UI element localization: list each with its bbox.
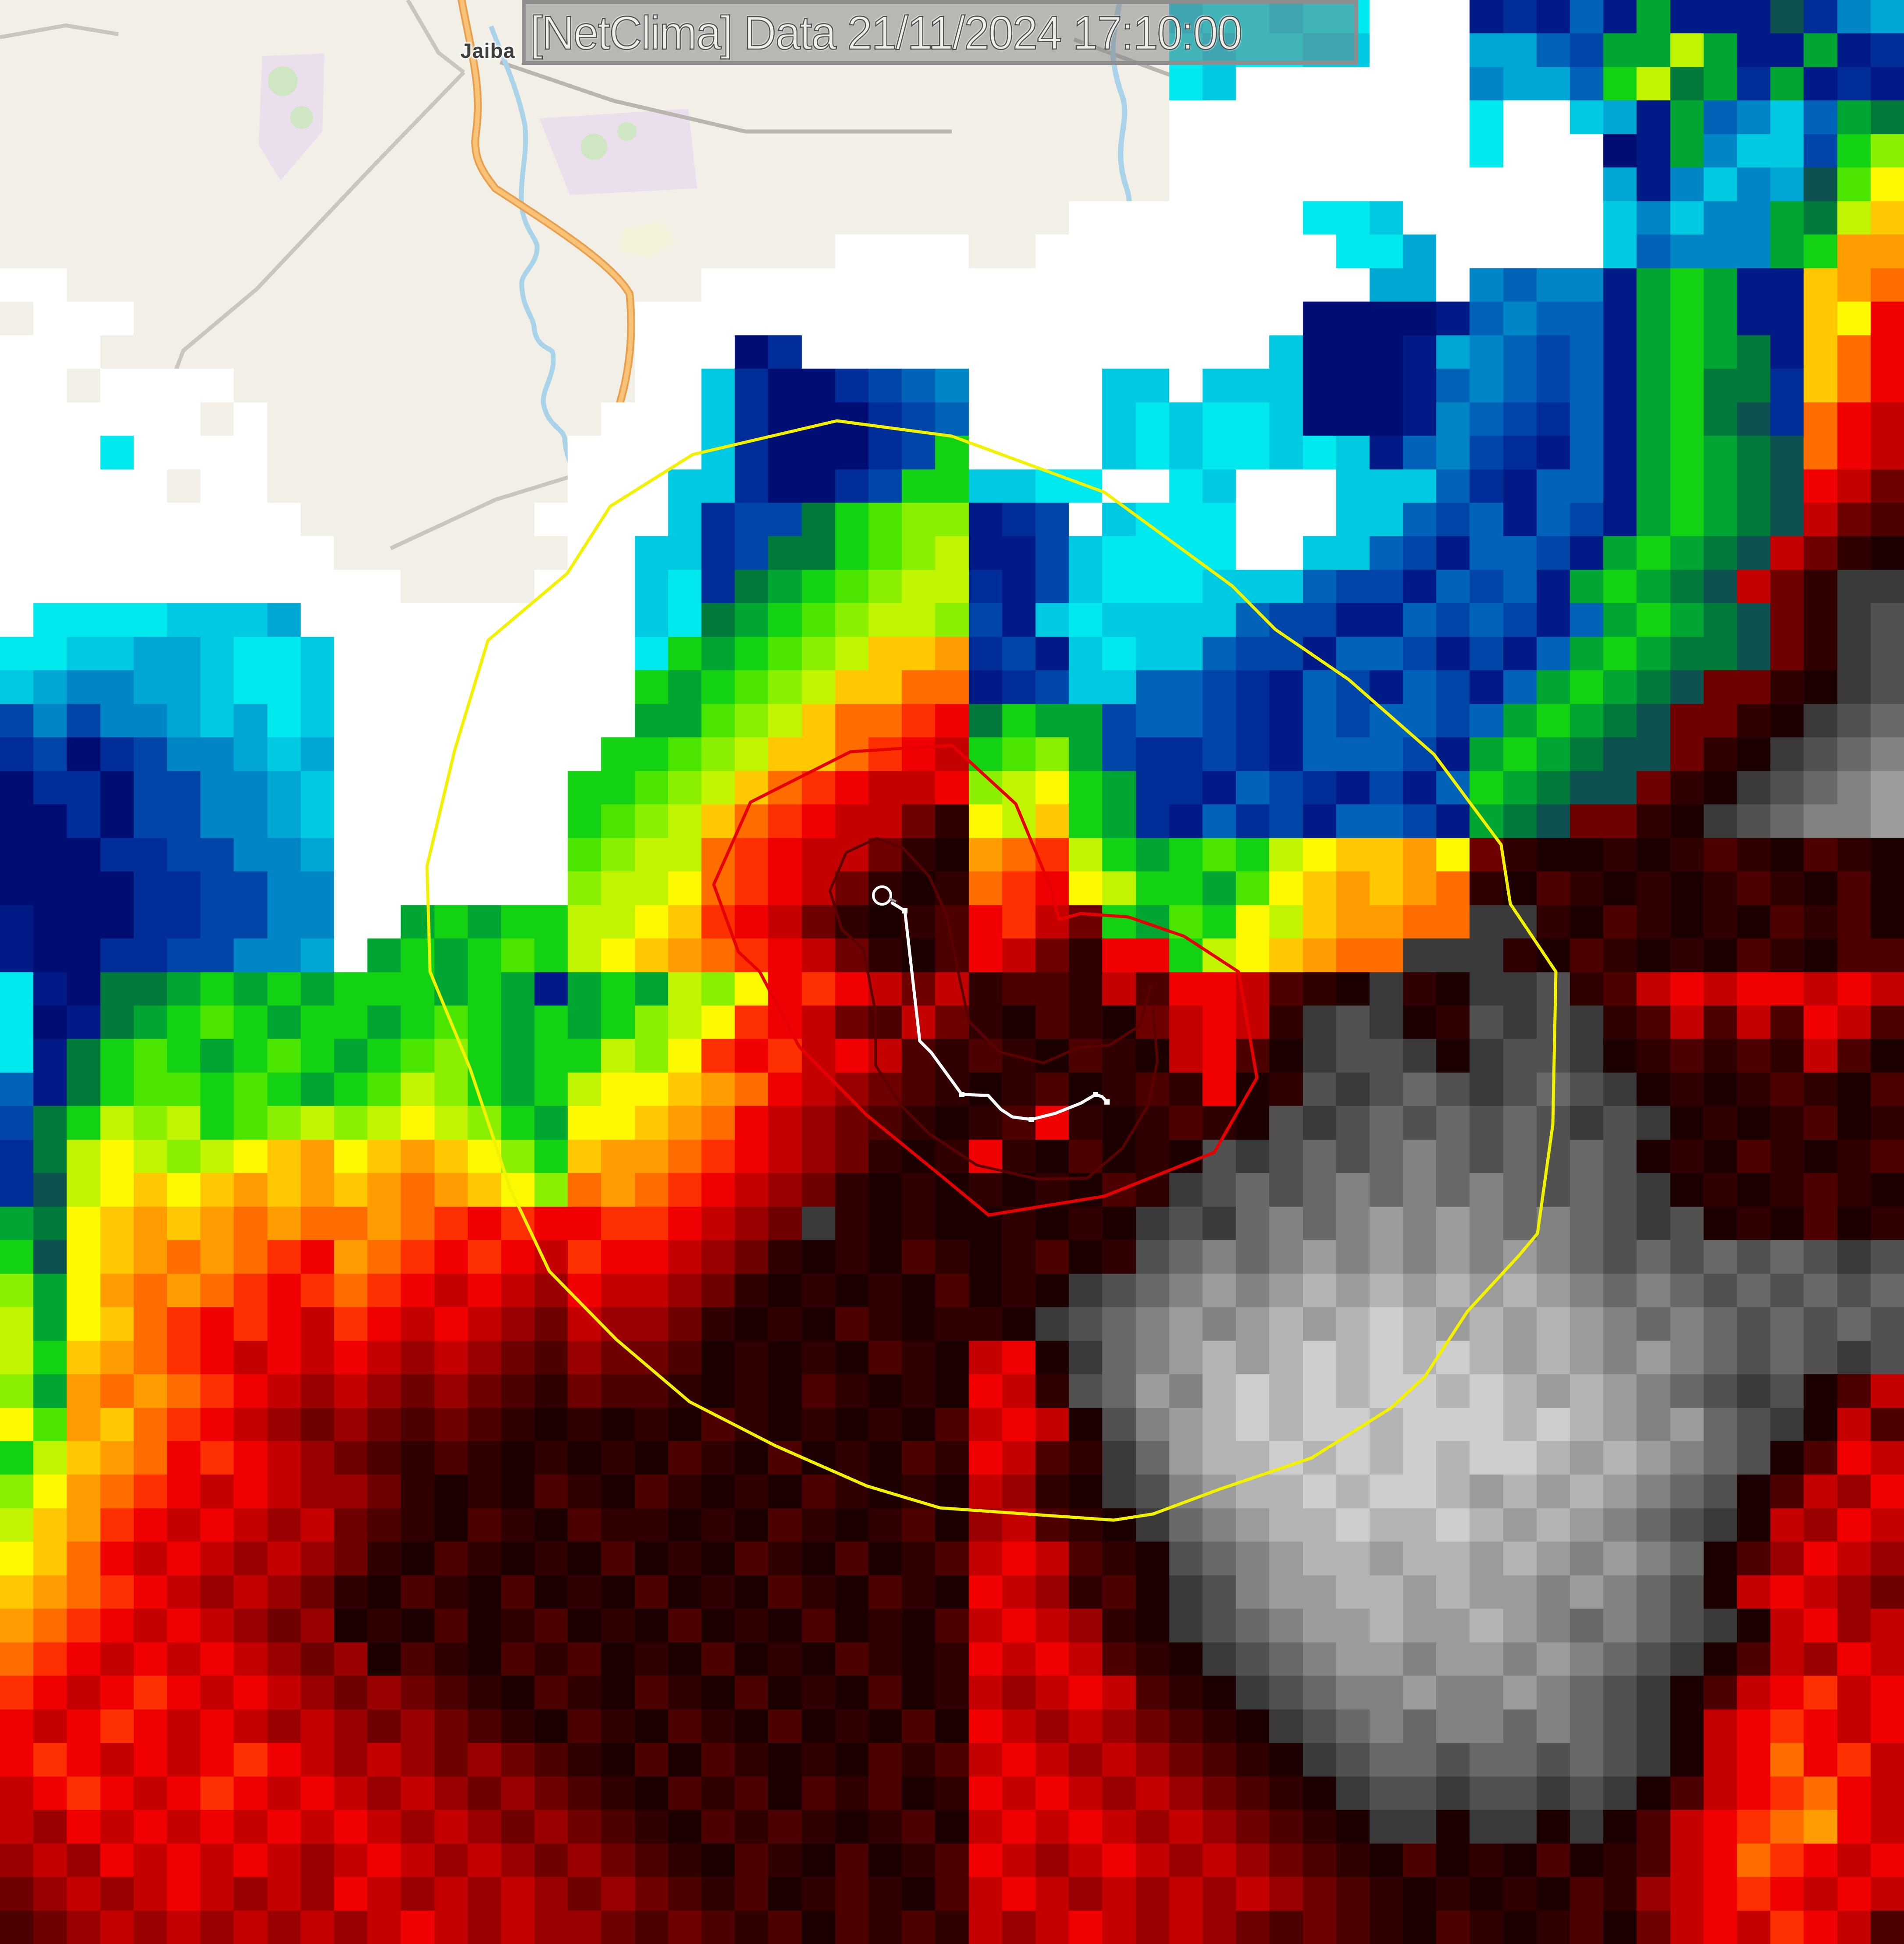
storm-track-start-tick xyxy=(889,897,897,903)
outer-analysis-ring xyxy=(425,419,1558,1522)
titlebar-text: [NetClima] Data 21/11/2024 17:10:00 xyxy=(530,6,1243,59)
storm-track-line xyxy=(890,901,1109,1121)
storm-track-dots xyxy=(902,908,1110,1122)
storm-track-dot xyxy=(1093,1092,1098,1097)
storm-track-dot xyxy=(1104,1099,1110,1105)
titlebar: [NetClima] Data 21/11/2024 17:10:00 xyxy=(522,0,1358,65)
inner-analysis-contour xyxy=(829,837,1159,1180)
storm-track-start-marker xyxy=(872,885,892,906)
storm-track-dot xyxy=(959,1092,964,1097)
middle-analysis-ring xyxy=(712,743,1259,1217)
town-label: Jaiba xyxy=(460,39,516,62)
storm-track-dot xyxy=(902,908,908,913)
storm-track-dot xyxy=(1029,1117,1034,1122)
